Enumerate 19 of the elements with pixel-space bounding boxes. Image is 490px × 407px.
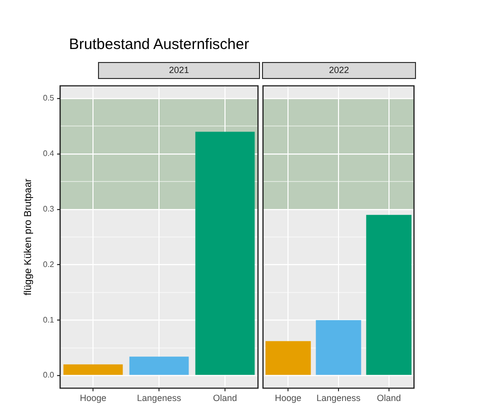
x-tick-label: Hooge bbox=[274, 393, 302, 404]
bar bbox=[63, 364, 123, 375]
y-tick-label: 0.1 bbox=[42, 315, 55, 324]
x-tick-label: Oland bbox=[213, 393, 238, 404]
y-tick-label: 0.2 bbox=[42, 260, 55, 269]
y-axis-title: flügge Küken pro Brutpaar bbox=[22, 178, 34, 296]
y-tick-label: 0.5 bbox=[42, 94, 55, 103]
x-tick-label: Langeness bbox=[137, 393, 182, 404]
y-tick-label: 0.0 bbox=[42, 370, 55, 380]
x-tick-label: Hooge bbox=[80, 393, 106, 404]
y-tick-label: 0.4 bbox=[42, 149, 55, 158]
chart-title: Brutbestand Austernfischer bbox=[69, 36, 250, 53]
x-tick-label: Oland bbox=[376, 393, 401, 404]
chart-subtitle: 2022 bbox=[262, 62, 416, 79]
x-tick-label: Langeness bbox=[316, 393, 362, 404]
chart-subtitle: 2021 bbox=[98, 62, 260, 79]
y-tick-label: 0.3 bbox=[42, 204, 55, 214]
bar bbox=[195, 132, 255, 375]
bar bbox=[129, 356, 189, 375]
